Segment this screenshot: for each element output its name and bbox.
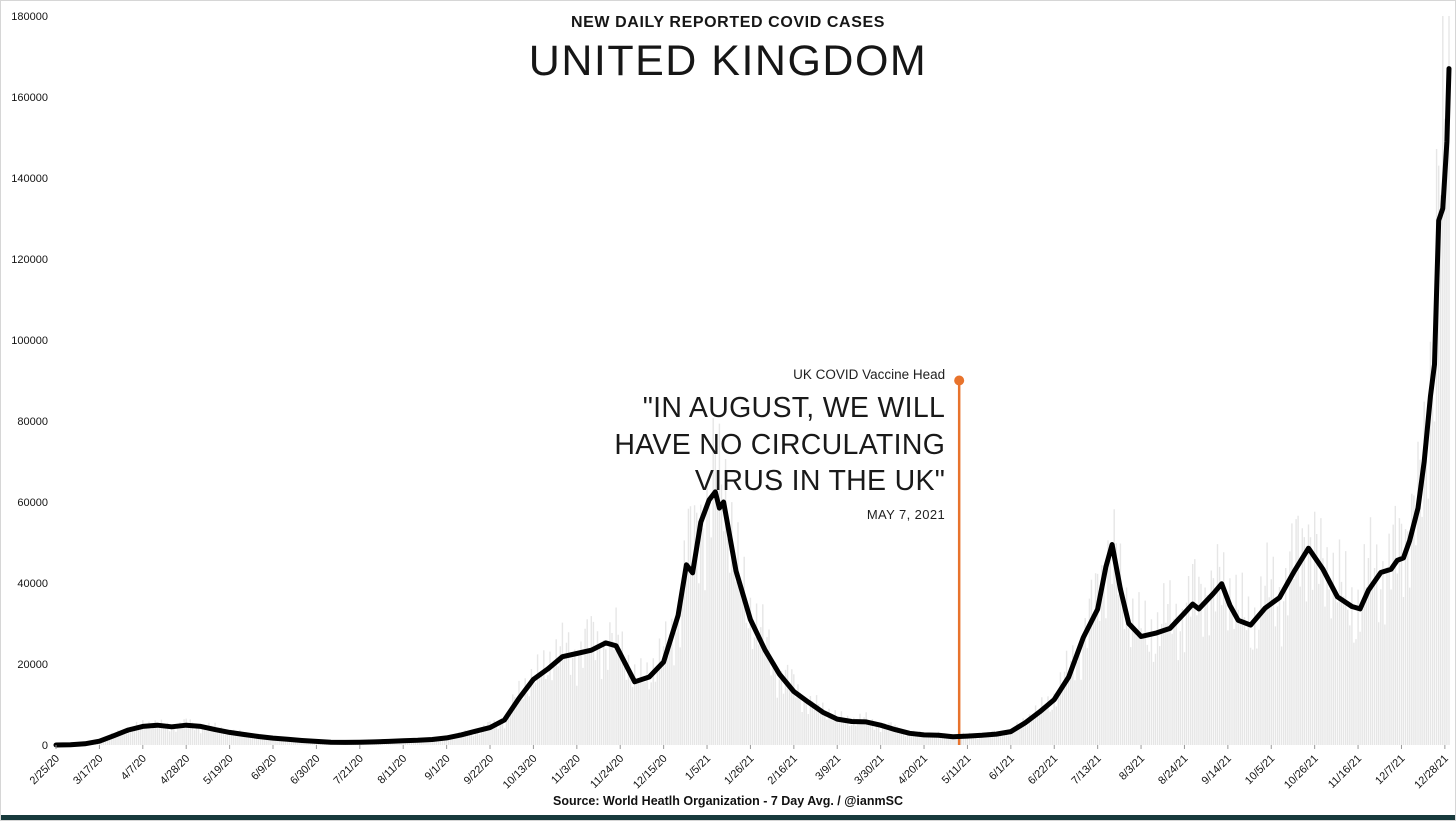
avg-line bbox=[53, 66, 1452, 748]
x-tick-label: 11/16/21 bbox=[1326, 753, 1364, 791]
y-tick-label: 180000 bbox=[11, 11, 48, 23]
y-tick-label: 140000 bbox=[11, 173, 48, 185]
x-tick-label: 10/5/21 bbox=[1243, 753, 1277, 787]
x-tick-label: 9/22/20 bbox=[462, 753, 496, 787]
y-tick-label: 0 bbox=[42, 740, 48, 752]
chart-title: NEW DAILY REPORTED COVID CASES bbox=[570, 14, 886, 31]
y-tick-label: 100000 bbox=[11, 335, 48, 347]
annotation-marker-dot bbox=[954, 375, 965, 386]
x-tick-label: 12/28/21 bbox=[1412, 753, 1451, 792]
x-tick-label: 7/13/21 bbox=[1069, 753, 1103, 787]
x-tick-label: 1/5/21 bbox=[683, 753, 713, 783]
y-tick-label: 60000 bbox=[17, 497, 48, 509]
x-tick-label: 8/11/20 bbox=[375, 753, 409, 787]
x-tick-label: 3/17/20 bbox=[71, 753, 105, 787]
x-tick-label: 6/1/21 bbox=[987, 753, 1017, 783]
x-tick-label: 4/7/20 bbox=[119, 753, 149, 783]
y-tick-label: 160000 bbox=[11, 92, 48, 104]
x-tick-label: 10/26/21 bbox=[1282, 753, 1321, 792]
x-tick-label: 12/15/20 bbox=[631, 753, 670, 792]
x-tick-label: 5/11/21 bbox=[940, 753, 974, 787]
annotation-quote-line-1: "IN AUGUST, WE WILL bbox=[642, 392, 946, 424]
x-tick-label: 2/16/21 bbox=[766, 753, 800, 787]
y-tick-label: 120000 bbox=[11, 254, 48, 266]
annotation-source-label: UK COVID Vaccine Head bbox=[793, 367, 946, 382]
x-tick-label: 4/28/20 bbox=[158, 753, 192, 787]
annotation-quote-line-3: VIRUS IN THE UK" bbox=[694, 465, 946, 497]
x-tick-label: 11/24/20 bbox=[588, 753, 626, 791]
y-tick-label: 40000 bbox=[17, 578, 48, 590]
x-tick-label: 4/20/21 bbox=[896, 753, 930, 787]
x-tick-label: 12/7/21 bbox=[1373, 753, 1407, 787]
x-tick-label: 1/26/21 bbox=[722, 753, 756, 787]
x-tick-label: 9/1/20 bbox=[423, 753, 453, 783]
x-tick-label: 5/19/20 bbox=[201, 753, 235, 787]
x-tick-label: 3/30/21 bbox=[852, 753, 886, 787]
x-tick-label: 3/9/21 bbox=[813, 753, 843, 783]
y-tick-label: 80000 bbox=[17, 416, 48, 428]
x-tick-label: 6/30/20 bbox=[288, 753, 322, 787]
bottom-bar bbox=[1, 815, 1455, 820]
y-tick-label: 20000 bbox=[17, 659, 48, 671]
chart-subtitle: UNITED KINGDOM bbox=[528, 37, 928, 85]
x-tick-label: 6/22/21 bbox=[1026, 753, 1060, 787]
source-attribution: Source: World Heatlh Organization - 7 Da… bbox=[553, 794, 903, 808]
x-tick-label: 8/24/21 bbox=[1156, 753, 1190, 787]
x-tick-label: 9/14/21 bbox=[1200, 753, 1234, 787]
x-tick-label: 6/9/20 bbox=[249, 753, 279, 783]
x-tick-label: 8/3/21 bbox=[1117, 753, 1147, 783]
annotation-quote-line-2: HAVE NO CIRCULATING bbox=[614, 428, 946, 461]
x-tick-label: 11/3/20 bbox=[549, 753, 583, 787]
x-tick-label: 10/13/20 bbox=[501, 753, 540, 792]
x-tick-label: 2/25/20 bbox=[28, 753, 62, 787]
x-tick-label: 7/21/20 bbox=[331, 753, 365, 787]
annotation-date: MAY 7, 2021 bbox=[866, 506, 946, 522]
annotation-block: UK COVID Vaccine Head "IN AUGUST, WE WIL… bbox=[385, 367, 945, 522]
